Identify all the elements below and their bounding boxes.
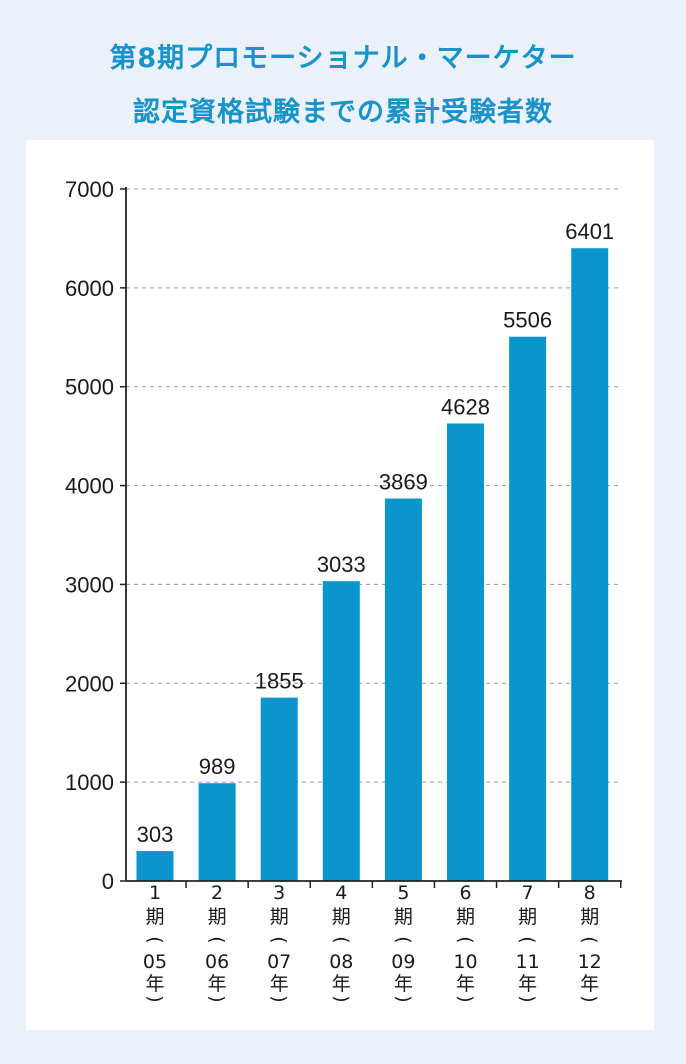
chart-title-line2: 認定資格試験までの累計受験者数: [133, 97, 553, 128]
data-label: 989: [199, 754, 236, 779]
x-tick-label: 年: [456, 973, 475, 995]
x-tick-label: (: [268, 936, 290, 943]
x-tick-label: 05: [143, 951, 167, 973]
x-tick-label: 1: [149, 882, 161, 904]
data-label: 6401: [565, 219, 614, 244]
x-tick-label: 5: [397, 882, 409, 904]
x-tick-label: ): [392, 995, 414, 1002]
y-tick-label: 4000: [65, 474, 114, 499]
x-tick-label: 年: [518, 973, 537, 995]
x-tick-label: ): [517, 995, 539, 1002]
x-tick-label: (: [517, 936, 539, 943]
x-tick-label: ): [268, 995, 290, 1002]
x-tick-label: 期: [518, 906, 537, 928]
x-tick-label: 3: [273, 882, 285, 904]
y-tick-label: 6000: [65, 276, 114, 301]
x-tick-label: ): [455, 995, 477, 1002]
x-tick-label: 07: [267, 951, 291, 973]
x-tick-label: 期: [456, 906, 475, 928]
x-tick-label: 09: [391, 951, 415, 973]
x-tick-label: 期: [270, 906, 289, 928]
x-tick-label: (: [579, 936, 601, 943]
x-tick-label: 年: [332, 973, 351, 995]
x-tick-label: 年: [580, 973, 599, 995]
bar: [384, 498, 422, 881]
x-tick-label: 11: [516, 951, 540, 973]
x-tick-label: 6: [459, 882, 471, 904]
bar: [136, 851, 174, 881]
x-tick-label: (: [392, 936, 414, 943]
bar: [322, 581, 360, 881]
bar: [571, 248, 609, 881]
x-tick-label: 2: [211, 882, 223, 904]
x-tick-label: 7: [522, 882, 534, 904]
x-tick-label: (: [206, 936, 228, 943]
x-tick-label: (: [455, 936, 477, 943]
bar: [509, 336, 547, 881]
x-tick-label: 年: [394, 973, 413, 995]
chart-title-line1: 第8期プロモーショナル・マーケター: [109, 43, 577, 74]
x-tick-label: 期: [208, 906, 227, 928]
y-tick-label: 3000: [65, 572, 114, 597]
data-label: 1855: [255, 669, 304, 694]
x-tick-label: 8: [584, 882, 596, 904]
bar: [198, 783, 236, 881]
y-tick-label: 0: [102, 869, 114, 894]
x-tick-label: ): [206, 995, 228, 1002]
y-tick-label: 7000: [65, 177, 114, 202]
data-label: 303: [137, 822, 174, 847]
x-tick-label: ): [144, 995, 166, 1002]
x-tick-label: 年: [145, 973, 164, 995]
data-label: 3869: [379, 470, 428, 495]
x-tick-label: 12: [578, 951, 602, 973]
x-tick-label: ): [330, 995, 352, 1002]
x-tick-label: 06: [205, 951, 229, 973]
data-label: 4628: [441, 394, 490, 419]
bar: [447, 423, 484, 881]
data-label: 3033: [317, 552, 366, 577]
y-tick-label: 1000: [65, 770, 114, 795]
x-tick-label: (: [330, 936, 352, 943]
x-tick-label: (: [144, 936, 166, 943]
x-tick-label: 年: [270, 973, 289, 995]
x-tick-label: 08: [329, 951, 353, 973]
y-tick-label: 2000: [65, 671, 114, 696]
x-tick-label: ): [579, 995, 601, 1002]
x-tick-label: 期: [332, 906, 351, 928]
x-tick-label: 10: [453, 951, 477, 973]
data-label: 5506: [503, 308, 552, 333]
x-tick-label: 期: [145, 906, 164, 928]
bar: [260, 697, 298, 881]
x-tick-label: 期: [580, 906, 599, 928]
x-tick-label: 年: [208, 973, 227, 995]
x-tick-label: 期: [394, 906, 413, 928]
y-tick-label: 5000: [65, 375, 114, 400]
x-tick-label: 4: [335, 882, 347, 904]
